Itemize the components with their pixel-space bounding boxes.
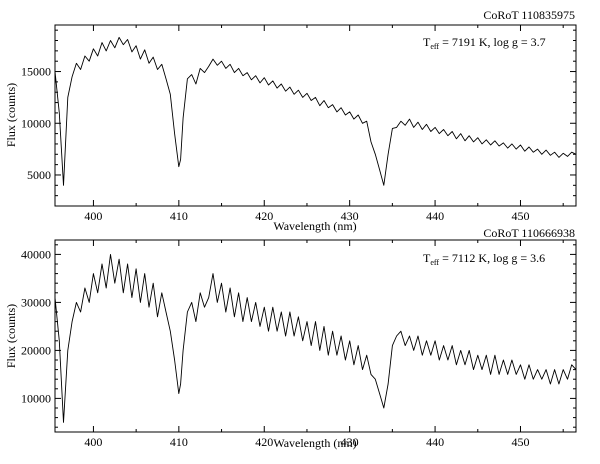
bottom-teff-symbol: T	[423, 251, 431, 265]
top-object-label: CoRoT 110835975	[483, 8, 575, 22]
top-annotation: Teff = 7191 K, log g = 3.7	[423, 35, 546, 51]
bottom-object-label: CoRoT 110666938	[483, 226, 575, 240]
bottom-tick-labels: 400 410 420 430 440 450 10000 20000 30000 40000	[21, 247, 529, 449]
top-x-tick-label: 400	[84, 209, 102, 223]
bottom-y-tick-label: 30000	[21, 295, 51, 309]
top-y-tick-label: 15000	[21, 65, 51, 79]
top-spectrum-line	[54, 36, 577, 186]
bottom-teff-subscript: eff	[430, 258, 439, 267]
bottom-annotation: Teff = 7112 K, log g = 3.6	[423, 251, 545, 267]
bottom-plot-frame	[54, 239, 577, 433]
top-x-tick-label: 420	[255, 209, 273, 223]
top-x-tick-label: 430	[341, 209, 359, 223]
top-teff-values: = 7191 K, log g = 3.7	[439, 35, 546, 49]
bottom-y-tick-label: 10000	[21, 391, 51, 405]
bottom-x-axis-label: Wavelength (nm)	[273, 436, 356, 450]
top-x-tick-label: 440	[426, 209, 444, 223]
bottom-x-tick-label: 420	[255, 435, 273, 449]
top-teff-symbol: T	[423, 35, 431, 49]
bottom-x-tick-label: 440	[426, 435, 444, 449]
top-axis-ticks	[55, 25, 576, 207]
bottom-x-tick-label: 430	[341, 435, 359, 449]
top-x-axis-label: Wavelength (nm)	[273, 219, 356, 233]
bottom-y-tick-label: 40000	[21, 247, 51, 261]
bottom-y-axis-label: Flux (counts)	[4, 304, 18, 368]
top-x-tick-label: 410	[170, 209, 188, 223]
bottom-spectrum-panel: CoRoT 110666938 400 410 420 430 440 450 10000 2…	[4, 226, 577, 450]
top-x-tick-label: 450	[511, 209, 529, 223]
top-spectrum-panel: CoRoT 110835975 400 410 420 430 440 450 5000 10…	[4, 8, 577, 233]
bottom-teff-values: = 7112 K, log g = 3.6	[439, 251, 545, 265]
bottom-y-tick-label: 20000	[21, 343, 51, 357]
top-y-tick-label: 10000	[21, 116, 51, 130]
bottom-x-tick-label: 450	[511, 435, 529, 449]
top-y-axis-label: Flux (counts)	[4, 83, 18, 147]
bottom-spectrum-line	[54, 253, 577, 423]
bottom-x-tick-label: 410	[170, 435, 188, 449]
top-teff-subscript: eff	[430, 42, 439, 51]
bottom-axis-ticks	[55, 240, 576, 432]
bottom-x-tick-label: 400	[84, 435, 102, 449]
top-tick-labels: 400 410 420 430 440 450 5000 10000 15000	[21, 65, 529, 223]
top-y-tick-label: 5000	[27, 168, 51, 182]
top-plot-frame	[54, 24, 577, 207]
